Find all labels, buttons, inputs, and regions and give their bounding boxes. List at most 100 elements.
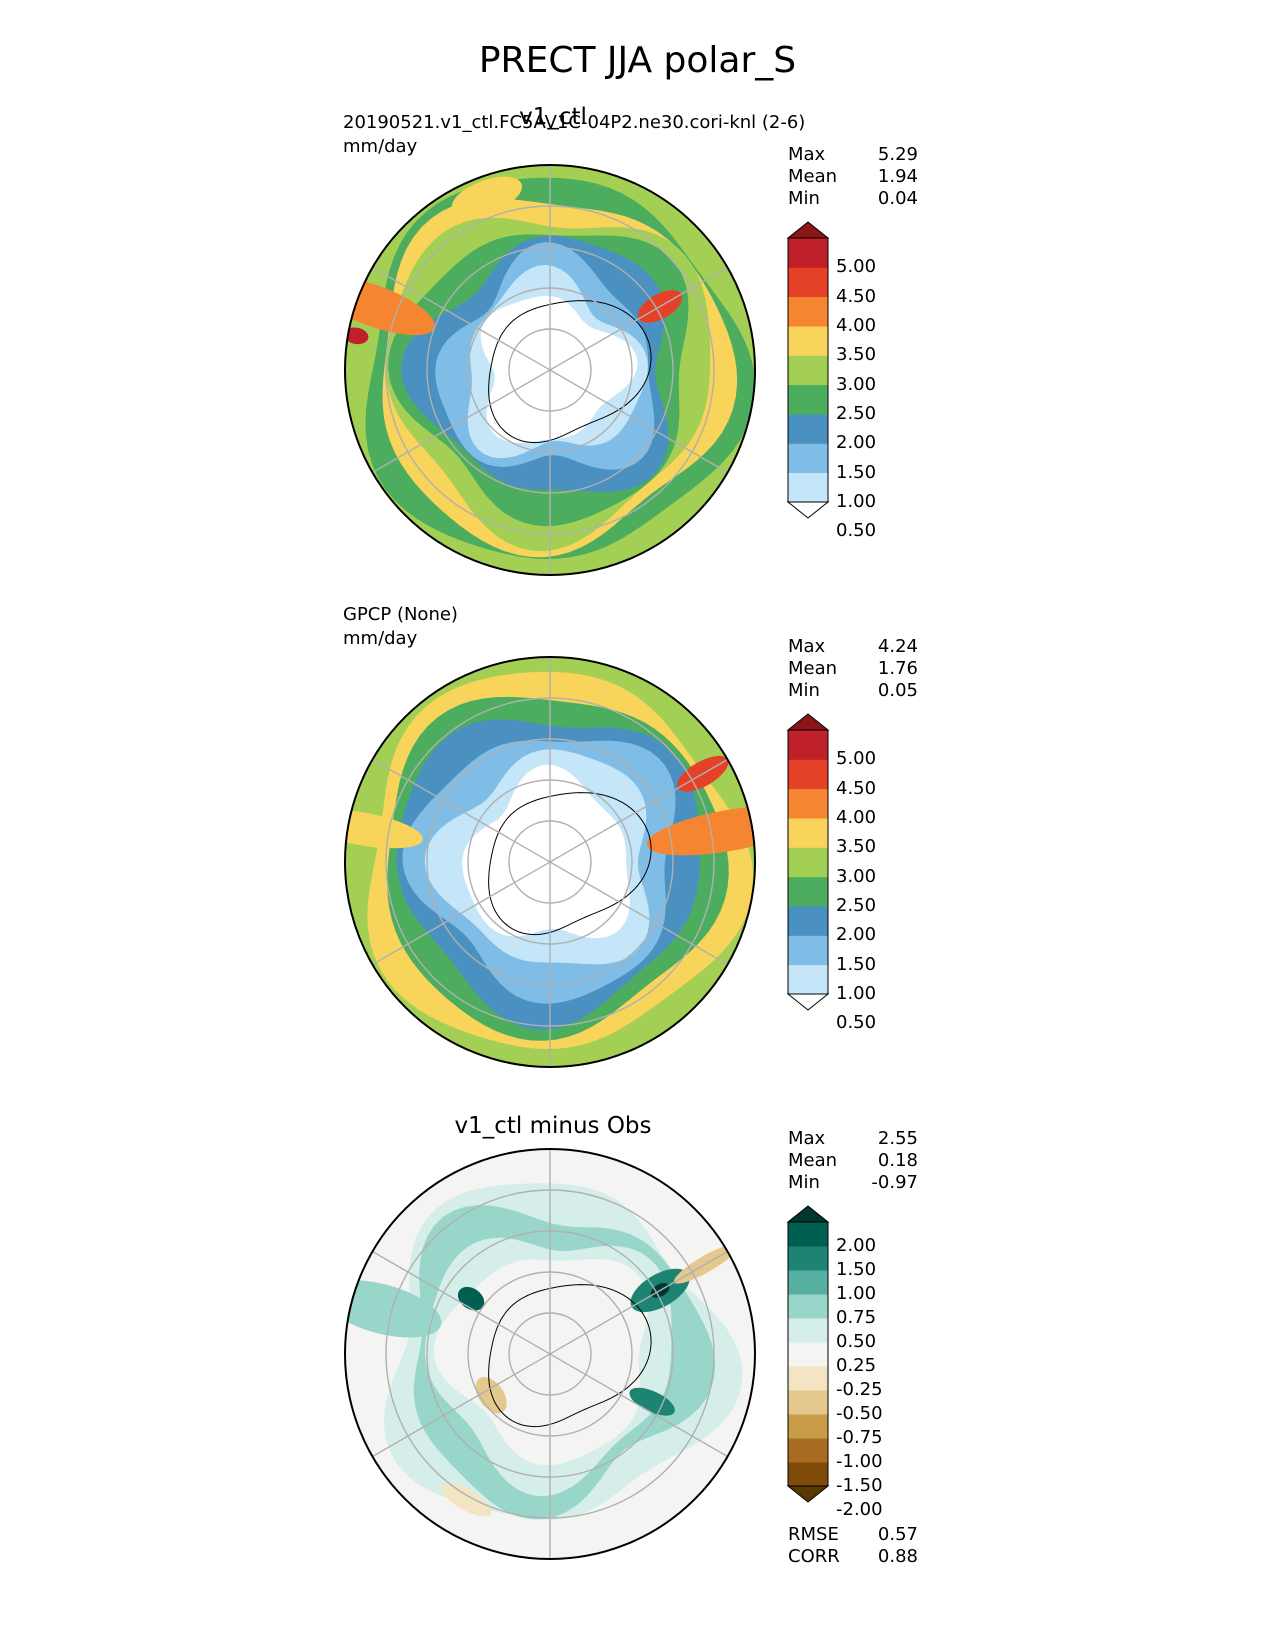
colorbar-extend-bottom <box>786 1485 830 1503</box>
colorbar-tick-label: 0.50 <box>836 1012 877 1033</box>
colorbar-tick-label: 0.50 <box>836 520 877 541</box>
coastline <box>488 300 652 444</box>
colorbar-band <box>788 730 828 760</box>
colorbar-tick-label: 4.50 <box>836 778 877 799</box>
colorbar-band <box>788 1438 828 1463</box>
colorbar-tick-label: 1.00 <box>836 1283 877 1304</box>
contour-blob <box>345 275 435 336</box>
map-border <box>344 656 756 1068</box>
colorbar-band <box>788 414 828 444</box>
colorbar-band <box>788 876 828 907</box>
colorbar-tick-label: -0.75 <box>836 1427 883 1448</box>
panel-2-polar-map <box>344 656 756 1068</box>
colorbar-extend-bottom <box>786 993 830 1011</box>
colorbar-band <box>788 1270 828 1295</box>
colorbar-band <box>788 1462 828 1487</box>
panel-2-units: mm/day <box>343 628 418 649</box>
colorbar-tick-label: 3.50 <box>836 344 877 365</box>
colorbar-frame <box>787 237 829 503</box>
colorbar-band <box>788 296 828 327</box>
colorbar-band <box>788 818 828 848</box>
colorbar-band <box>788 1318 828 1343</box>
colorbar-tick-label: 1.00 <box>836 491 877 512</box>
colorbar-extend-top <box>786 713 830 731</box>
contour-blob <box>629 1387 675 1416</box>
colorbar-tick-label: 3.00 <box>836 866 877 887</box>
panel-3-title: v1_ctl minus Obs <box>454 1113 652 1139</box>
contour-blob <box>646 805 755 856</box>
panel-2-test-name: GPCP (None) <box>343 604 458 625</box>
colorbar-tick-label: 0.75 <box>836 1307 877 1328</box>
panel-3-polar-map <box>344 1148 756 1560</box>
colorbar-band <box>788 759 828 790</box>
colorbar-frame <box>787 1221 829 1487</box>
colorbar-tick-label: -0.50 <box>836 1403 883 1424</box>
coastline <box>488 792 652 936</box>
colorbar-tick-label: 2.00 <box>836 432 877 453</box>
colorbar-band <box>788 443 828 474</box>
colorbar-tick-label: 0.50 <box>836 1331 877 1352</box>
meridian-line <box>372 266 728 474</box>
colorbar-tick-label: 4.00 <box>836 807 877 828</box>
colorbar-band <box>788 1342 828 1367</box>
panel-2-colorbar <box>786 713 830 1011</box>
panel-1-units: mm/day <box>343 136 418 157</box>
colorbar-band <box>788 906 828 936</box>
contour-band <box>462 764 630 939</box>
colorbar-tick-label: 3.50 <box>836 836 877 857</box>
contour-blob <box>440 1482 492 1517</box>
colorbar-tick-label: -1.00 <box>836 1451 883 1472</box>
meridian-line <box>372 1250 728 1458</box>
colorbar-band <box>788 326 828 356</box>
map-border <box>344 164 756 576</box>
colorbar-band <box>788 384 828 415</box>
colorbar-band <box>788 1390 828 1415</box>
panel-1-polar-map <box>344 164 756 576</box>
colorbar-extend-bottom <box>786 501 830 519</box>
colorbar-band <box>788 964 828 995</box>
colorbar-tick-label: 0.25 <box>836 1355 877 1376</box>
colorbar-tick-label: 5.00 <box>836 256 877 277</box>
colorbar-tick-label: 1.00 <box>836 983 877 1004</box>
colorbar-band <box>788 1246 828 1271</box>
contour-band <box>433 1259 649 1466</box>
meridian-line <box>372 758 728 966</box>
colorbar-band <box>788 472 828 503</box>
coastline <box>488 1284 652 1428</box>
colorbar-extend-top <box>786 1205 830 1223</box>
colorbar-tick-label: 4.50 <box>836 286 877 307</box>
contour-blob <box>345 327 369 345</box>
colorbar-band <box>788 847 828 878</box>
colorbar-tick-label: 1.50 <box>836 1259 877 1280</box>
colorbar-band <box>788 238 828 268</box>
contour-blob <box>451 176 523 217</box>
colorbar-band <box>788 1222 828 1247</box>
colorbar-tick-label: 2.00 <box>836 1235 877 1256</box>
colorbar-frame <box>787 729 829 995</box>
contour-blob <box>345 809 423 849</box>
colorbar-tick-label: 1.50 <box>836 462 877 483</box>
colorbar-tick-label: 5.00 <box>836 748 877 769</box>
colorbar-band <box>788 1414 828 1439</box>
colorbar-tick-label: -0.25 <box>836 1379 883 1400</box>
colorbar-band <box>788 1294 828 1319</box>
colorbar-tick-label: -2.00 <box>836 1499 883 1520</box>
colorbar-tick-label: 4.00 <box>836 315 877 336</box>
panel-1-colorbar <box>786 221 830 519</box>
contour-band <box>480 295 638 443</box>
colorbar-tick-label: 3.00 <box>836 374 877 395</box>
map-border <box>344 1148 756 1560</box>
colorbar-tick-label: -1.50 <box>836 1475 883 1496</box>
colorbar-band <box>788 267 828 298</box>
contour-blob <box>475 1376 507 1414</box>
colorbar-tick-label: 1.50 <box>836 954 877 975</box>
panel-1-title: v1_ctl <box>519 104 587 130</box>
figure-title: PRECT JJA polar_S <box>478 40 797 81</box>
panel-3-colorbar <box>786 1205 830 1503</box>
colorbar-band <box>788 1366 828 1391</box>
colorbar-tick-label: 2.50 <box>836 895 877 916</box>
colorbar-tick-label: 2.50 <box>836 403 877 424</box>
panel-1-test-name: 20190521.v1_ctl.FC5AV1C-04P2.ne30.cori-k… <box>343 112 806 133</box>
colorbar-band <box>788 788 828 819</box>
colorbar-band <box>788 935 828 966</box>
